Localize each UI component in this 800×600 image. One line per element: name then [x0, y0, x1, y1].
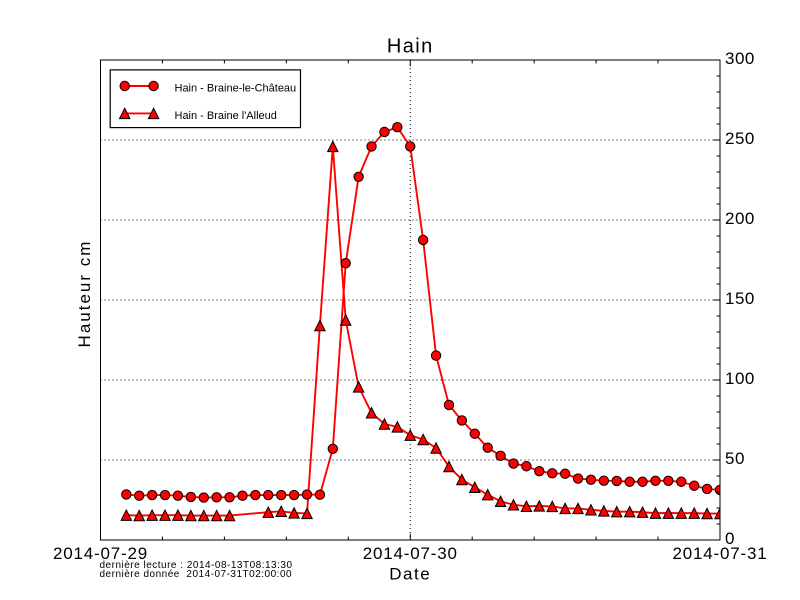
svg-text:2014-07-31: 2014-07-31: [673, 544, 768, 563]
svg-text:200: 200: [725, 209, 755, 228]
svg-text:2014-07-30: 2014-07-30: [363, 544, 458, 563]
svg-text:250: 250: [725, 129, 755, 148]
svg-text:150: 150: [725, 289, 755, 308]
svg-text:Hain - Braine-le-Château: Hain - Braine-le-Château: [175, 82, 297, 94]
svg-text:Date: Date: [389, 565, 431, 584]
svg-text:300: 300: [725, 49, 755, 68]
svg-text:0: 0: [725, 529, 735, 548]
svg-text:Hain: Hain: [387, 36, 434, 58]
svg-text:dernière donnée 2014-07-31T02: dernière donnée 2014-07-31T02:00:00: [100, 569, 293, 580]
svg-text:Hauteur cm: Hauteur cm: [75, 240, 94, 348]
svg-text:100: 100: [725, 369, 755, 388]
svg-text:dernière lecture : 2014-08-13T: dernière lecture : 2014-08-13T08:13:30: [100, 560, 293, 571]
svg-text:Hain - Braine l'Alleud: Hain - Braine l'Alleud: [175, 110, 277, 122]
svg-text:50: 50: [725, 449, 745, 468]
svg-text:2014-07-29: 2014-07-29: [53, 544, 148, 563]
